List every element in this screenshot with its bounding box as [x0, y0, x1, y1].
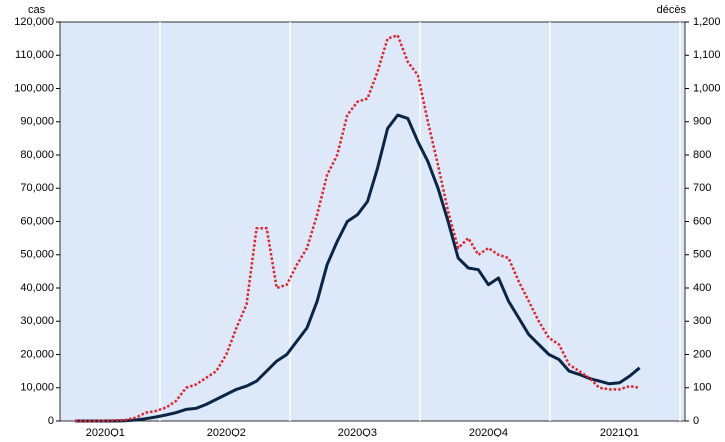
- y-tick-label: 60,000: [20, 215, 54, 227]
- x-tick-label: 2020Q2: [207, 427, 246, 437]
- y2-tick-label: 900: [693, 116, 711, 128]
- y2-tick-label: 400: [693, 282, 711, 294]
- y-tick-label: 80,000: [20, 149, 54, 161]
- y-tick-label: 10,000: [20, 382, 54, 394]
- y-axis-label: cas: [28, 4, 46, 16]
- y-tick-label: 110,000: [15, 49, 54, 61]
- y2-tick-label: 1,200: [693, 16, 721, 28]
- x-tick-label: 2020Q4: [469, 427, 508, 437]
- y2-tick-label: 1,100: [693, 49, 721, 61]
- y2-tick-label: 1,000: [693, 82, 721, 94]
- y-tick-label: 70,000: [20, 182, 54, 194]
- x-tick-label: 2021Q1: [600, 427, 639, 437]
- y2-tick-label: 300: [693, 315, 711, 327]
- y-tick-label: 100,000: [14, 82, 54, 94]
- y-tick-label: 30,000: [20, 315, 54, 327]
- y2-tick-label: 600: [693, 215, 711, 227]
- y-tick-label: 40,000: [20, 282, 54, 294]
- y2-tick-label: 700: [693, 182, 711, 194]
- line-series: [75, 34, 640, 423]
- y-tick-label: 50,000: [20, 249, 54, 261]
- x-tick-label: 2020Q3: [338, 427, 377, 437]
- y2-tick-label: 200: [693, 348, 711, 360]
- y2-axis-label: décès: [657, 4, 687, 16]
- y-tick-label: 20,000: [20, 348, 54, 360]
- y2-tick-label: 800: [693, 149, 711, 161]
- y2-tick-label: 100: [693, 382, 711, 394]
- y2-tick-label: 0: [693, 415, 699, 427]
- y-tick-label: 90,000: [20, 116, 54, 128]
- line-series: [75, 113, 641, 423]
- y2-tick-label: 500: [693, 249, 711, 261]
- y-tick-label: 0: [48, 415, 54, 427]
- x-tick-label: 2020Q1: [86, 427, 125, 437]
- y-tick-label: 120,000: [14, 16, 54, 28]
